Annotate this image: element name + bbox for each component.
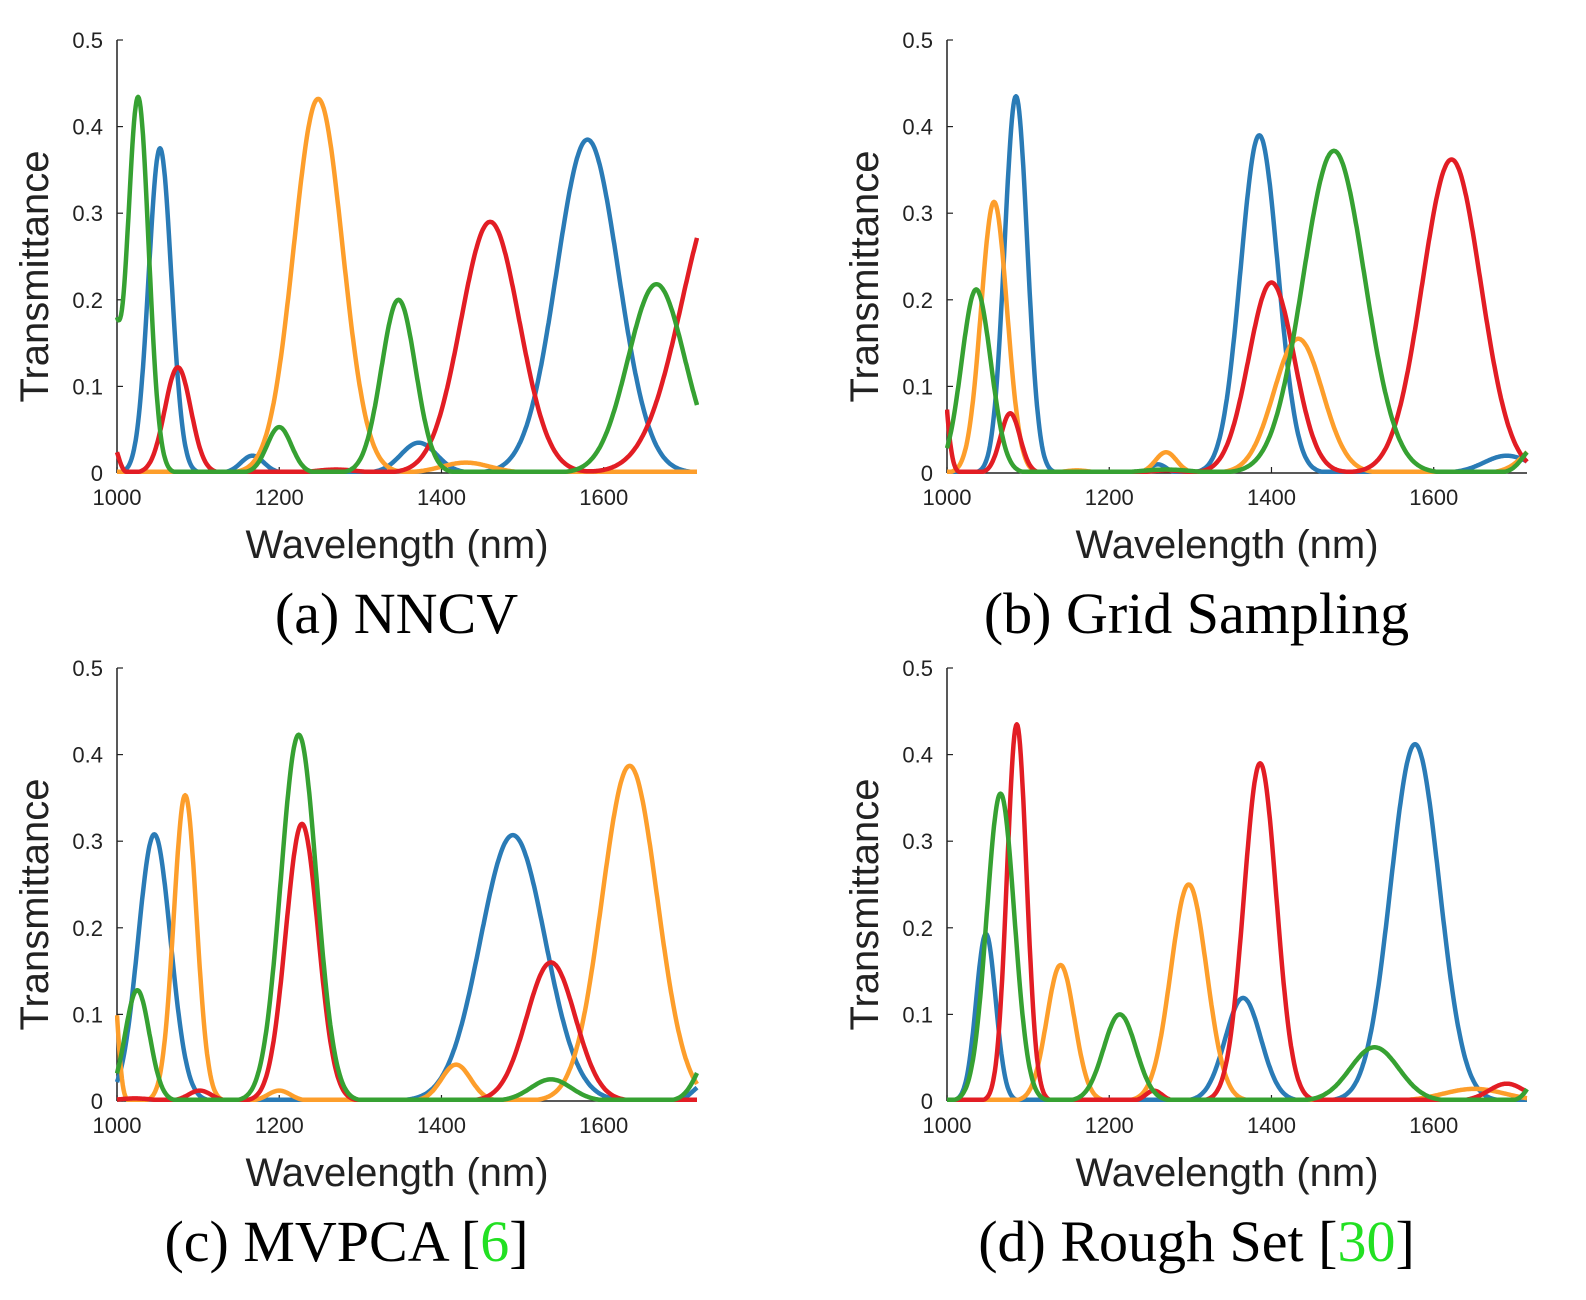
citation-ref[interactable]: 6 bbox=[480, 1209, 510, 1274]
y-tick-label: 0.2 bbox=[902, 288, 933, 313]
y-tick-label: 0.5 bbox=[902, 656, 933, 681]
y-tick-label: 0.4 bbox=[72, 115, 103, 140]
series-line-filter-4-green bbox=[115, 732, 699, 1102]
series-line-filter-2-orange bbox=[115, 763, 699, 1102]
chart-c: 0 0.1 0.2 0.3 0.4 0.5 1000 1200 1400 1600 Waveleng… bbox=[13, 656, 699, 1195]
y-tick-label: 0 bbox=[91, 1089, 103, 1114]
caption-d: (d) Rough Set [30] bbox=[800, 1208, 1586, 1275]
x-tick-label: 1400 bbox=[417, 485, 466, 510]
series-line-filter-2-orange bbox=[115, 96, 699, 474]
y-axis-label: Transmittance bbox=[13, 779, 57, 1031]
y-axis-label: Transmittance bbox=[843, 151, 887, 403]
x-axis-label: Wavelength (nm) bbox=[245, 1151, 548, 1195]
y-tick-label: 0.3 bbox=[902, 829, 933, 854]
series-line-filter-4-green bbox=[115, 94, 699, 474]
chart-a: 0 0.1 0.2 0.3 0.4 0.5 1000 1200 1400 1600 Waveleng… bbox=[13, 28, 699, 567]
y-tick-label: 0.1 bbox=[902, 1002, 933, 1027]
caption-c: (c) MVPCA [6] bbox=[0, 1208, 743, 1275]
panel-c: 0 0.1 0.2 0.3 0.4 0.5 1000 1200 1400 1600 Waveleng… bbox=[0, 628, 793, 1278]
x-tick-label: 1000 bbox=[93, 485, 142, 510]
y-tick-label: 0.5 bbox=[72, 656, 103, 681]
y-tick-label: 0.5 bbox=[902, 28, 933, 53]
x-tick-label: 1000 bbox=[93, 1113, 142, 1138]
x-tick-label: 1600 bbox=[579, 1113, 628, 1138]
y-tick-label: 0.3 bbox=[72, 829, 103, 854]
x-tick-label: 1600 bbox=[1409, 1113, 1458, 1138]
panel-b: 0 0.1 0.2 0.3 0.4 0.5 1000 1200 1400 1600 Waveleng… bbox=[830, 0, 1586, 650]
y-tick-label: 0 bbox=[91, 461, 103, 486]
y-tick-label: 0.2 bbox=[902, 916, 933, 941]
x-tick-label: 1400 bbox=[1247, 485, 1296, 510]
y-tick-label: 0.4 bbox=[72, 743, 103, 768]
x-tick-label: 1400 bbox=[417, 1113, 466, 1138]
series-line-filter-1-blue bbox=[115, 832, 699, 1102]
y-tick-label: 0.1 bbox=[72, 1002, 103, 1027]
y-tick-label: 0.4 bbox=[902, 743, 933, 768]
caption-suffix: ] bbox=[509, 1209, 529, 1274]
caption-suffix: ] bbox=[1395, 1209, 1415, 1274]
series-line-filter-3-red bbox=[115, 821, 699, 1102]
y-tick-label: 0.3 bbox=[902, 201, 933, 226]
y-tick-label: 0.1 bbox=[72, 374, 103, 399]
x-axis-label: Wavelength (nm) bbox=[1075, 523, 1378, 567]
y-tick-label: 0.5 bbox=[72, 28, 103, 53]
y-axis-label: Transmittance bbox=[13, 151, 57, 403]
series-line-filter-4-green bbox=[945, 791, 1529, 1102]
x-tick-label: 1400 bbox=[1247, 1113, 1296, 1138]
x-tick-label: 1200 bbox=[255, 485, 304, 510]
x-tick-label: 1200 bbox=[1085, 485, 1134, 510]
panel-a: 0 0.1 0.2 0.3 0.4 0.5 1000 1200 1400 1600 Waveleng… bbox=[0, 0, 793, 650]
x-tick-label: 1600 bbox=[1409, 485, 1458, 510]
y-tick-label: 0 bbox=[921, 1089, 933, 1114]
caption-text: (c) MVPCA [ bbox=[164, 1209, 481, 1274]
caption-text: (a) NNCV bbox=[274, 581, 519, 646]
caption-text: (b) Grid Sampling bbox=[983, 581, 1410, 646]
y-tick-label: 0.2 bbox=[72, 288, 103, 313]
citation-ref[interactable]: 30 bbox=[1337, 1209, 1396, 1274]
x-axis-label: Wavelength (nm) bbox=[1075, 1151, 1378, 1195]
x-tick-label: 1000 bbox=[923, 485, 972, 510]
x-tick-label: 1200 bbox=[255, 1113, 304, 1138]
y-tick-label: 0.2 bbox=[72, 916, 103, 941]
y-tick-label: 0.1 bbox=[902, 374, 933, 399]
series-line-filter-3-red bbox=[945, 722, 1529, 1102]
panel-d: 0 0.1 0.2 0.3 0.4 0.5 1000 1200 1400 1600 Waveleng… bbox=[830, 628, 1586, 1278]
chart-b: 0 0.1 0.2 0.3 0.4 0.5 1000 1200 1400 1600 Waveleng… bbox=[843, 28, 1529, 567]
x-axis-label: Wavelength (nm) bbox=[245, 523, 548, 567]
caption-text: (d) Rough Set [ bbox=[978, 1209, 1338, 1274]
caption-a: (a) NNCV bbox=[0, 580, 793, 647]
y-tick-label: 0.3 bbox=[72, 201, 103, 226]
y-tick-label: 0 bbox=[921, 461, 933, 486]
series-line-filter-3-red bbox=[115, 219, 699, 474]
y-axis-label: Transmittance bbox=[843, 779, 887, 1031]
x-tick-label: 1600 bbox=[579, 485, 628, 510]
x-tick-label: 1200 bbox=[1085, 1113, 1134, 1138]
chart-d: 0 0.1 0.2 0.3 0.4 0.5 1000 1200 1400 1600 Waveleng… bbox=[843, 656, 1529, 1195]
y-tick-label: 0.4 bbox=[902, 115, 933, 140]
caption-b: (b) Grid Sampling bbox=[800, 580, 1586, 647]
series-line-filter-4-green bbox=[945, 148, 1529, 474]
x-tick-label: 1000 bbox=[923, 1113, 972, 1138]
